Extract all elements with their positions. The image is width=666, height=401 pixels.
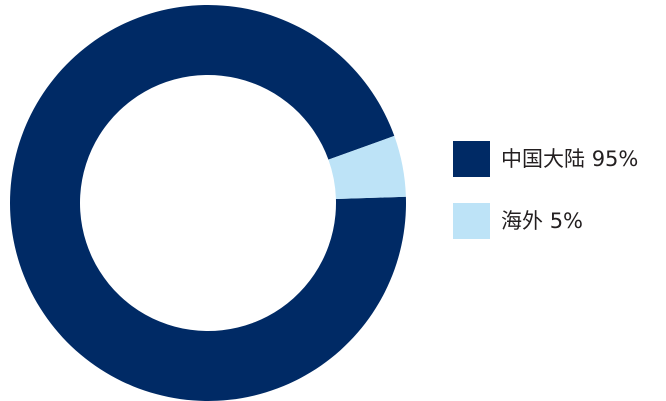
donut-slice [328, 135, 406, 199]
legend-category: 海外 [501, 209, 543, 233]
legend-category: 中国大陆 [501, 147, 585, 171]
legend-value: 95% [592, 147, 639, 171]
legend-label: 中国大陆 95% [501, 147, 638, 171]
legend-swatch [453, 141, 490, 177]
legend-swatch [453, 203, 490, 239]
legend-value: 5% [550, 209, 583, 233]
legend-label: 海外 5% [501, 209, 583, 233]
donut-slice [10, 4, 407, 401]
